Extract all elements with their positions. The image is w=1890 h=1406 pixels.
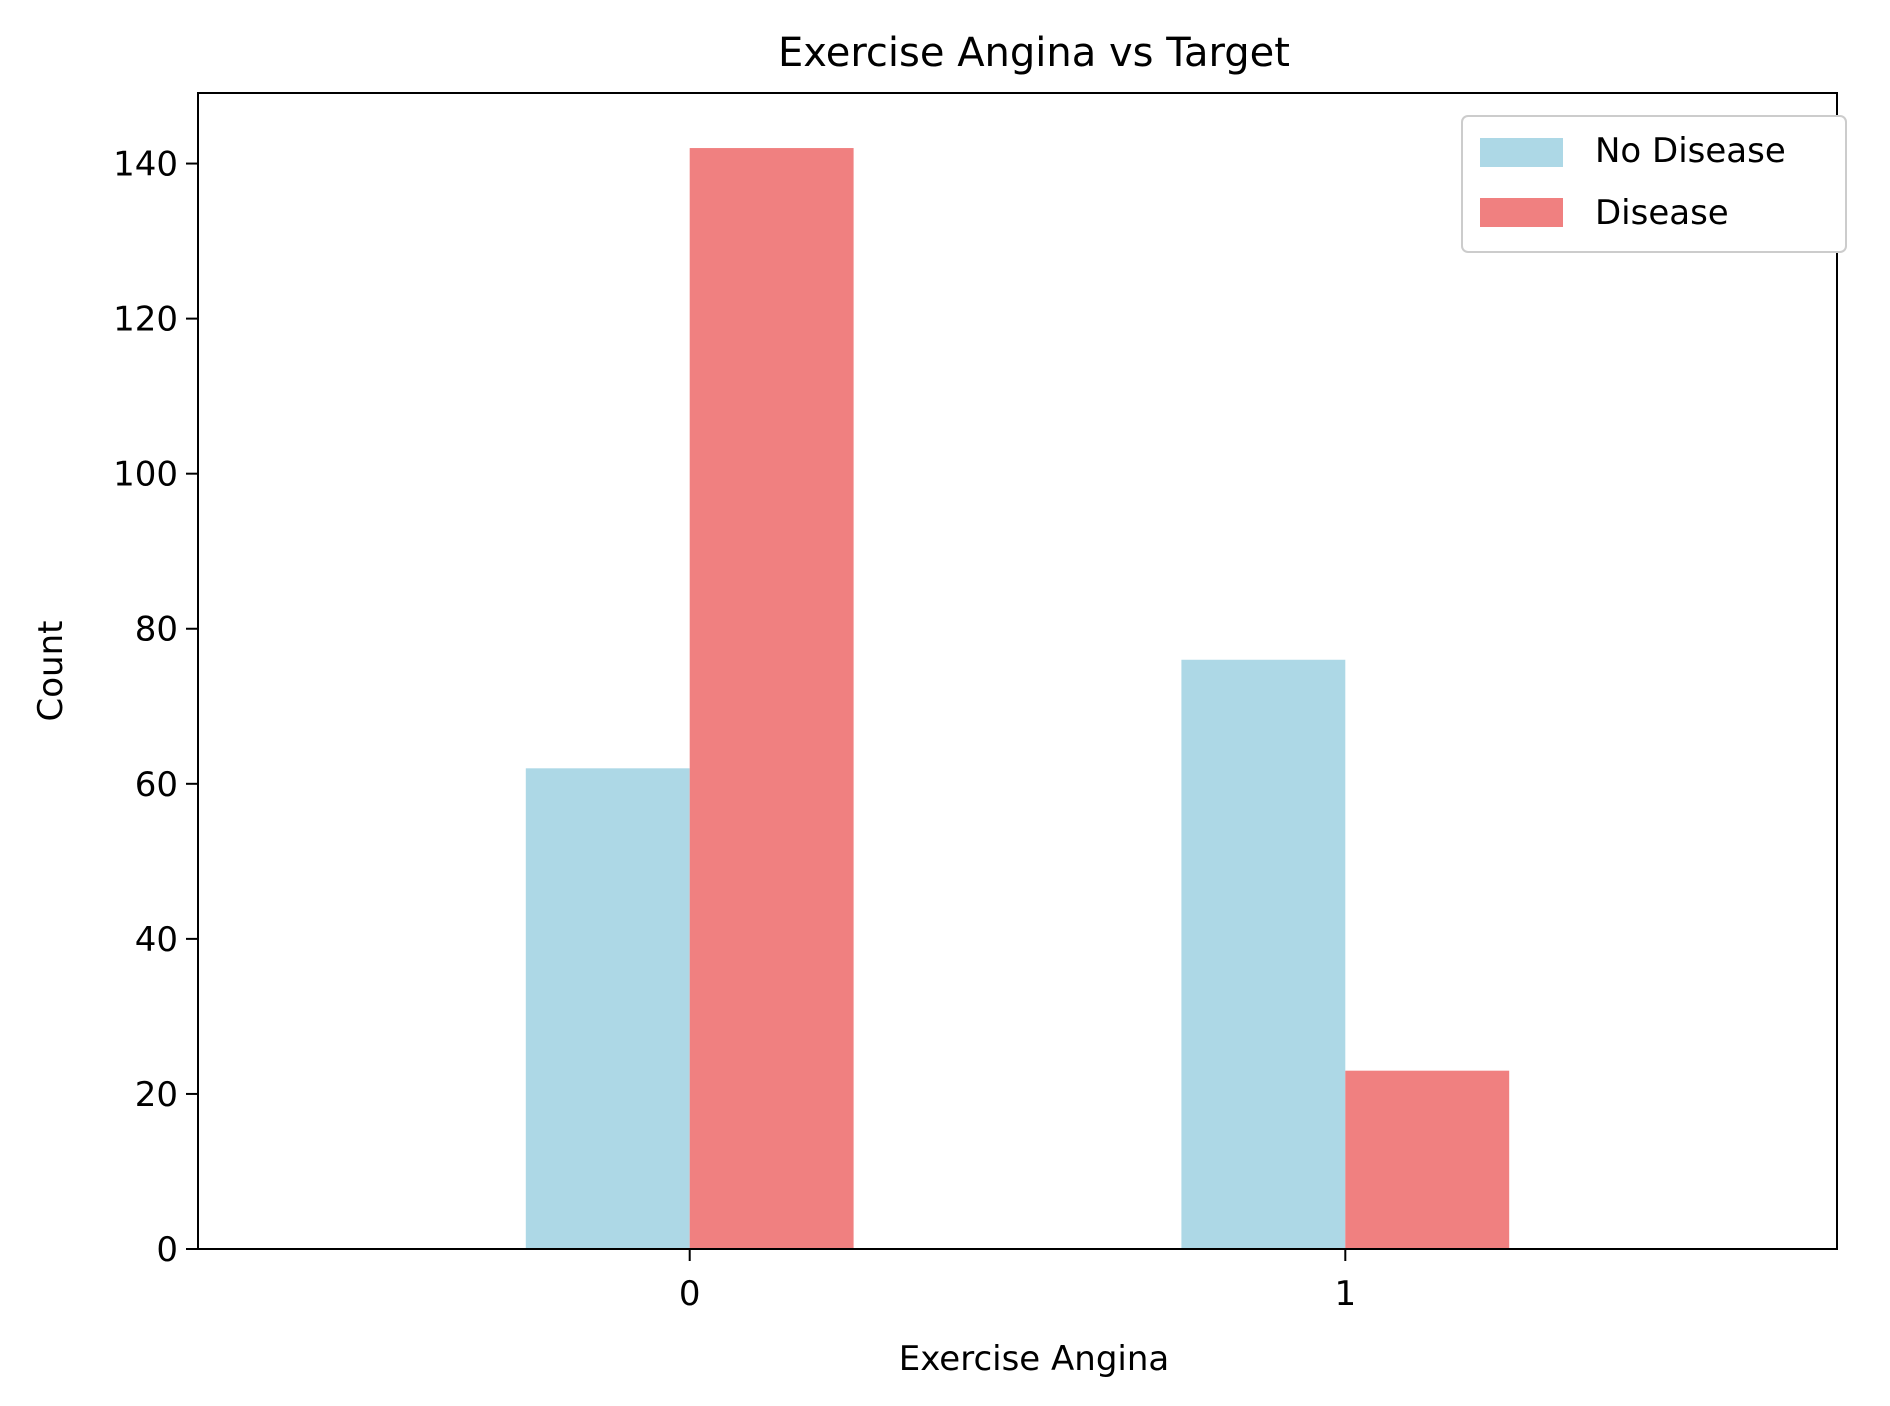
y-axis-ticks: 0 20 40 60 80 100 120 140 — [113, 145, 198, 1270]
bars-group — [525, 148, 1510, 1250]
x-tick-label: 1 — [1334, 1274, 1356, 1314]
y-tick-label: 20 — [135, 1075, 178, 1115]
y-tick-label: 40 — [135, 920, 178, 960]
bar-no-disease-1 — [1181, 659, 1346, 1249]
y-tick-label: 140 — [113, 145, 178, 185]
bar-no-disease-0 — [525, 768, 690, 1249]
y-tick-label: 0 — [156, 1230, 178, 1270]
plot-frame — [197, 92, 1838, 1250]
y-tick-label: 60 — [135, 765, 178, 805]
legend-swatch-no-disease — [1480, 138, 1563, 167]
legend: No Disease Disease — [1461, 115, 1847, 253]
legend-label-disease: Disease — [1595, 193, 1729, 233]
x-tick-label: 0 — [679, 1274, 701, 1314]
y-tick-label: 100 — [113, 455, 178, 495]
bar-disease-0 — [689, 148, 854, 1250]
y-tick-label: 120 — [113, 300, 178, 340]
y-tick-label: 80 — [135, 610, 178, 650]
y-axis-label: Count — [31, 621, 71, 722]
bar-disease-1 — [1345, 1070, 1510, 1249]
legend-swatch-disease — [1480, 198, 1563, 227]
legend-label-no-disease: No Disease — [1595, 131, 1786, 171]
x-axis-label: Exercise Angina — [899, 1339, 1170, 1379]
chart-title: Exercise Angina vs Target — [778, 30, 1290, 76]
